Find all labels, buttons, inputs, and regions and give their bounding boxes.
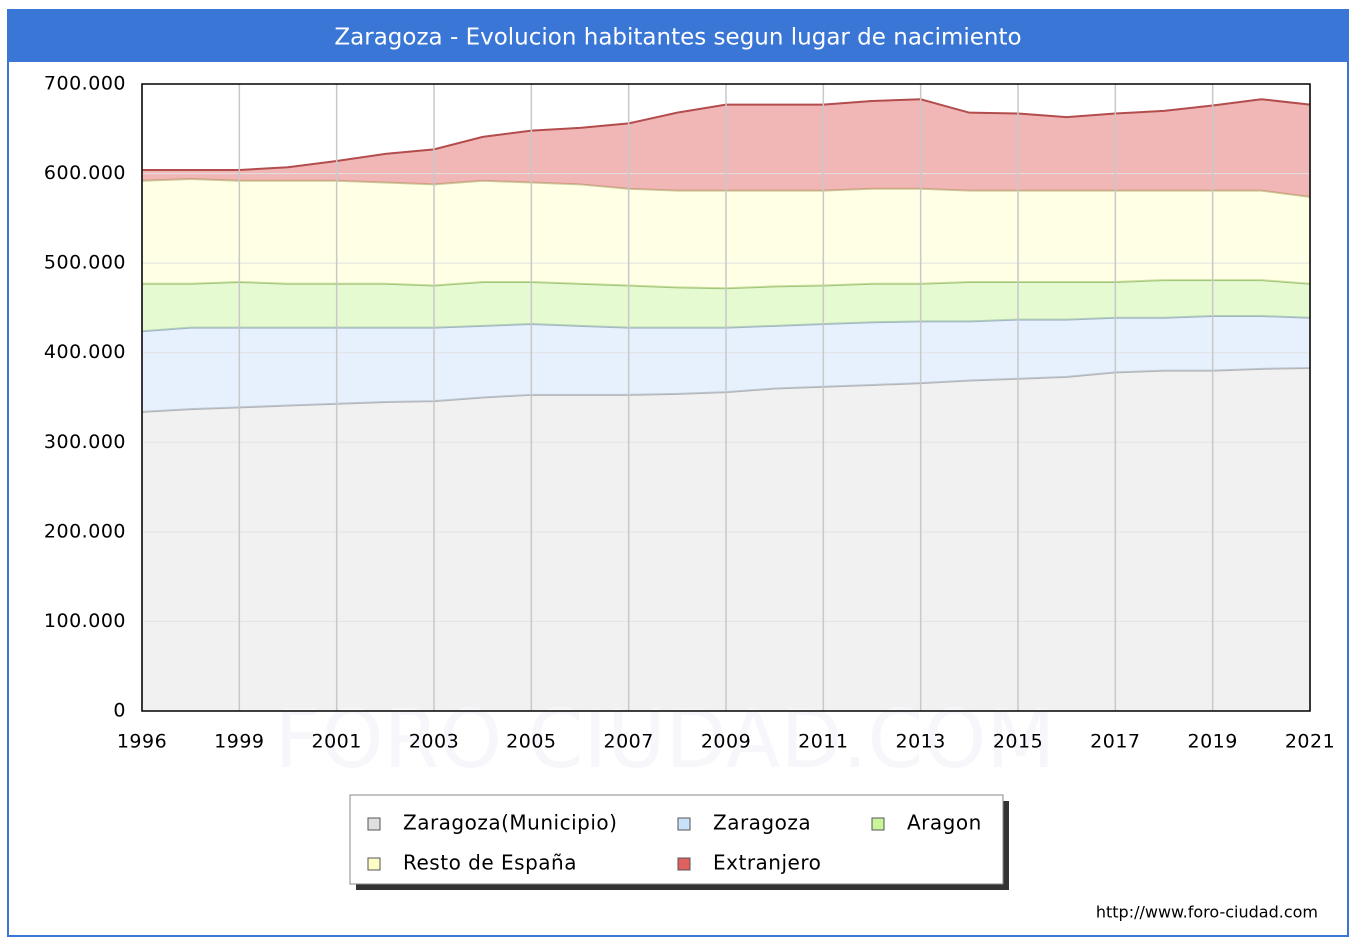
legend-swatch xyxy=(677,857,691,871)
watermark: FORO CIUDAD.COM xyxy=(275,693,1056,786)
x-tick-label: 2009 xyxy=(701,731,751,753)
title-bar xyxy=(8,10,1349,62)
plot-border xyxy=(141,83,1311,712)
frame xyxy=(7,9,1349,937)
y-tick-label: 600.000 xyxy=(44,162,126,184)
x-tick-label: 1999 xyxy=(214,731,264,753)
legend-label: Extranjero xyxy=(713,851,821,875)
legend-label: Zaragoza(Municipio) xyxy=(403,811,617,835)
y-tick-label: 300.000 xyxy=(44,431,126,453)
y-tick-label: 500.000 xyxy=(44,252,126,274)
x-tick-label: 1996 xyxy=(117,731,167,753)
y-tick-label: 400.000 xyxy=(44,341,126,363)
chart-title: Zaragoza - Evolucion habitantes segun lu… xyxy=(334,25,1021,51)
x-tick-label: 2005 xyxy=(506,731,556,753)
x-tick-label: 2011 xyxy=(798,731,848,753)
legend-swatch xyxy=(871,817,885,831)
y-tick-label: 200.000 xyxy=(44,520,126,542)
x-tick-label: 2003 xyxy=(409,731,459,753)
legend-label: Aragon xyxy=(907,811,982,835)
x-tick-label: 2007 xyxy=(603,731,653,753)
x-tick-label: 2017 xyxy=(1090,731,1140,753)
legend-swatch xyxy=(367,817,381,831)
legend-swatch xyxy=(367,857,381,871)
legend-swatch xyxy=(677,817,691,831)
source: http://www.foro-ciudad.com xyxy=(1096,903,1318,922)
x-tick-label: 2015 xyxy=(993,731,1043,753)
y-tick-label: 100.000 xyxy=(44,610,126,632)
x-tick-label: 2013 xyxy=(895,731,945,753)
y-tick-label: 0 xyxy=(113,700,126,722)
x-tick-label: 2021 xyxy=(1285,731,1335,753)
x-tick-label: 2001 xyxy=(311,731,361,753)
x-tick-label: 2019 xyxy=(1187,731,1237,753)
legend-label: Zaragoza xyxy=(713,811,811,835)
legend xyxy=(349,794,1004,885)
legend-label: Resto de España xyxy=(403,851,577,875)
y-tick-label: 700.000 xyxy=(44,73,126,95)
